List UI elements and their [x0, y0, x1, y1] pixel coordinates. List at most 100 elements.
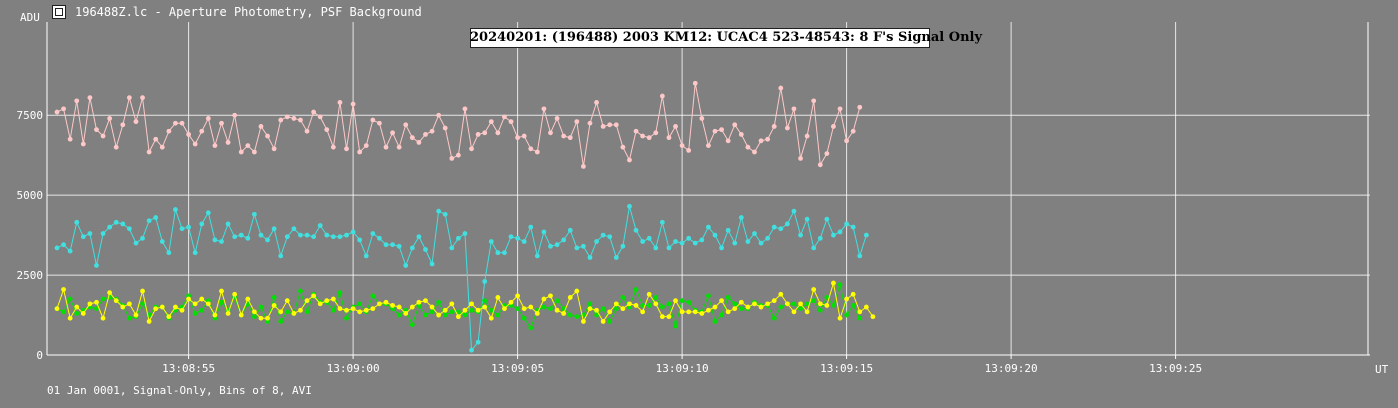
- data-point: [179, 307, 185, 313]
- data-point: [390, 303, 395, 308]
- data-point: [126, 226, 132, 232]
- data-point: [620, 306, 626, 312]
- y-axis-label: ADU: [20, 11, 40, 24]
- data-point: [515, 306, 520, 312]
- data-point: [146, 319, 152, 324]
- data-point: [561, 311, 567, 316]
- x-tick-label: 13:08:55: [162, 362, 215, 375]
- data-point: [80, 311, 86, 316]
- data-point: [475, 307, 481, 313]
- data-point: [423, 312, 428, 318]
- data-point: [613, 306, 619, 312]
- data-point: [659, 93, 665, 99]
- data-point: [324, 232, 330, 238]
- data-point: [330, 296, 336, 302]
- data-point: [423, 132, 428, 137]
- data-point: [659, 304, 665, 310]
- data-point: [475, 132, 481, 137]
- data-point: [199, 307, 205, 313]
- data-point: [488, 307, 494, 313]
- data-point: [363, 143, 369, 149]
- data-point: [850, 303, 856, 308]
- data-point: [423, 298, 428, 304]
- data-point: [396, 304, 402, 310]
- data-point: [74, 219, 80, 225]
- data-point: [252, 149, 257, 155]
- data-point: [857, 309, 863, 315]
- data-point: [581, 163, 586, 169]
- data-point: [725, 227, 731, 233]
- data-point: [587, 306, 593, 312]
- data-point: [831, 232, 836, 238]
- data-point: [436, 299, 442, 305]
- data-point: [771, 315, 777, 321]
- data-point: [488, 239, 494, 244]
- data-point: [738, 299, 744, 305]
- data-point: [692, 240, 698, 246]
- data-point: [311, 234, 317, 240]
- data-point: [370, 117, 376, 123]
- data-point: [186, 224, 192, 230]
- data-point: [409, 322, 415, 328]
- data-point: [396, 144, 402, 150]
- data-point: [192, 311, 198, 316]
- data-point: [67, 315, 73, 321]
- data-point: [61, 309, 66, 315]
- data-point: [344, 232, 349, 238]
- data-point: [482, 304, 488, 310]
- data-point: [666, 314, 672, 320]
- data-point: [337, 290, 343, 296]
- x-tick-label: 13:09:05: [491, 362, 544, 375]
- data-point: [304, 309, 310, 315]
- data-point: [620, 295, 626, 300]
- data-point: [482, 130, 488, 136]
- data-point: [159, 239, 165, 244]
- data-point: [798, 155, 803, 161]
- data-point: [686, 299, 692, 305]
- data-point: [205, 210, 211, 216]
- data-point: [199, 128, 205, 134]
- data-point: [278, 117, 284, 123]
- data-point: [298, 117, 303, 123]
- data-point: [791, 106, 797, 112]
- data-point: [633, 227, 639, 233]
- data-point: [554, 242, 560, 248]
- data-point: [706, 143, 711, 149]
- data-point: [205, 301, 211, 307]
- data-point: [291, 311, 297, 316]
- data-point: [725, 295, 731, 300]
- data-point: [449, 155, 455, 161]
- data-point: [561, 133, 567, 139]
- data-point: [600, 124, 606, 129]
- data-point: [179, 120, 185, 126]
- data-point: [666, 301, 672, 307]
- data-point: [377, 235, 382, 241]
- data-point: [567, 227, 573, 233]
- data-point: [613, 255, 619, 260]
- data-point: [258, 315, 264, 321]
- data-point: [738, 306, 744, 312]
- data-point: [817, 235, 823, 241]
- data-point: [594, 239, 599, 244]
- data-point: [521, 239, 527, 244]
- data-point: [377, 120, 382, 126]
- data-point: [94, 127, 99, 133]
- data-point: [831, 303, 836, 308]
- data-point: [653, 130, 659, 136]
- data-point: [725, 309, 731, 315]
- data-point: [462, 231, 468, 236]
- data-point: [94, 306, 99, 312]
- data-point: [534, 149, 540, 155]
- data-point: [627, 203, 632, 209]
- data-point: [692, 309, 698, 315]
- data-point: [61, 287, 66, 292]
- data-point: [225, 140, 231, 145]
- data-point: [238, 149, 244, 155]
- data-point: [304, 128, 310, 134]
- data-point: [791, 301, 797, 307]
- data-point: [732, 240, 738, 246]
- data-point: [212, 312, 218, 318]
- data-point: [278, 319, 284, 324]
- data-point: [541, 229, 547, 235]
- data-point: [449, 301, 455, 307]
